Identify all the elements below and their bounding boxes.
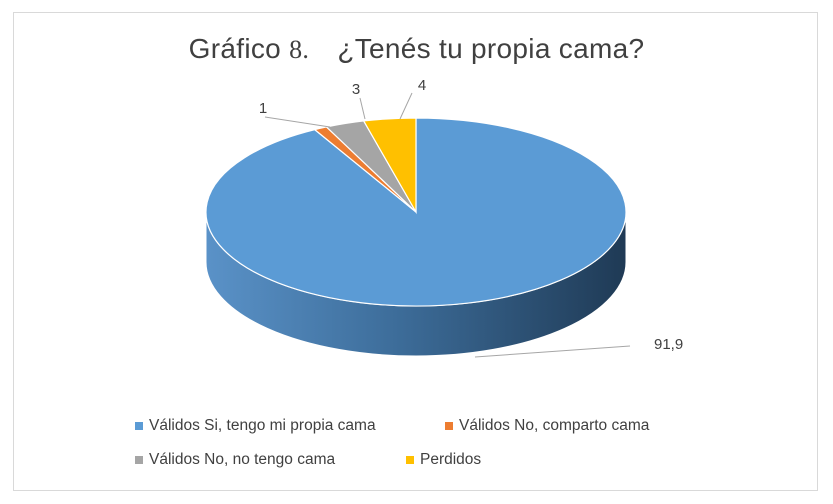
chart-title-number: 8.: [289, 35, 310, 64]
data-label-validos-no-no-tengo-cama: 3: [352, 81, 360, 98]
data-label-perdidos: 4: [418, 77, 426, 94]
leader-line-validos-si-tengo-mi-propia-cama: [474, 345, 631, 358]
leader-line-validos-no-no-tengo-cama: [359, 97, 366, 120]
pie-slice-perdidos: [362, 117, 417, 215]
data-label-validos-si-tengo-mi-propia-cama: 91,9: [654, 336, 683, 353]
chart-title: Gráfico 8. ¿Tenés tu propia cama?: [0, 33, 833, 65]
leader-line-validos-no-comparto-cama: [264, 116, 331, 128]
data-label-validos-no-comparto-cama: 1: [259, 100, 267, 117]
pie-top-face: [205, 117, 627, 307]
pie-data-labels: 91,9 1 3 4: [259, 77, 683, 358]
chart-title-text: ¿Tenés tu propia cama?: [337, 33, 645, 64]
leader-line-perdidos: [399, 92, 413, 120]
chart-title-prefix: Gráfico: [188, 33, 282, 64]
